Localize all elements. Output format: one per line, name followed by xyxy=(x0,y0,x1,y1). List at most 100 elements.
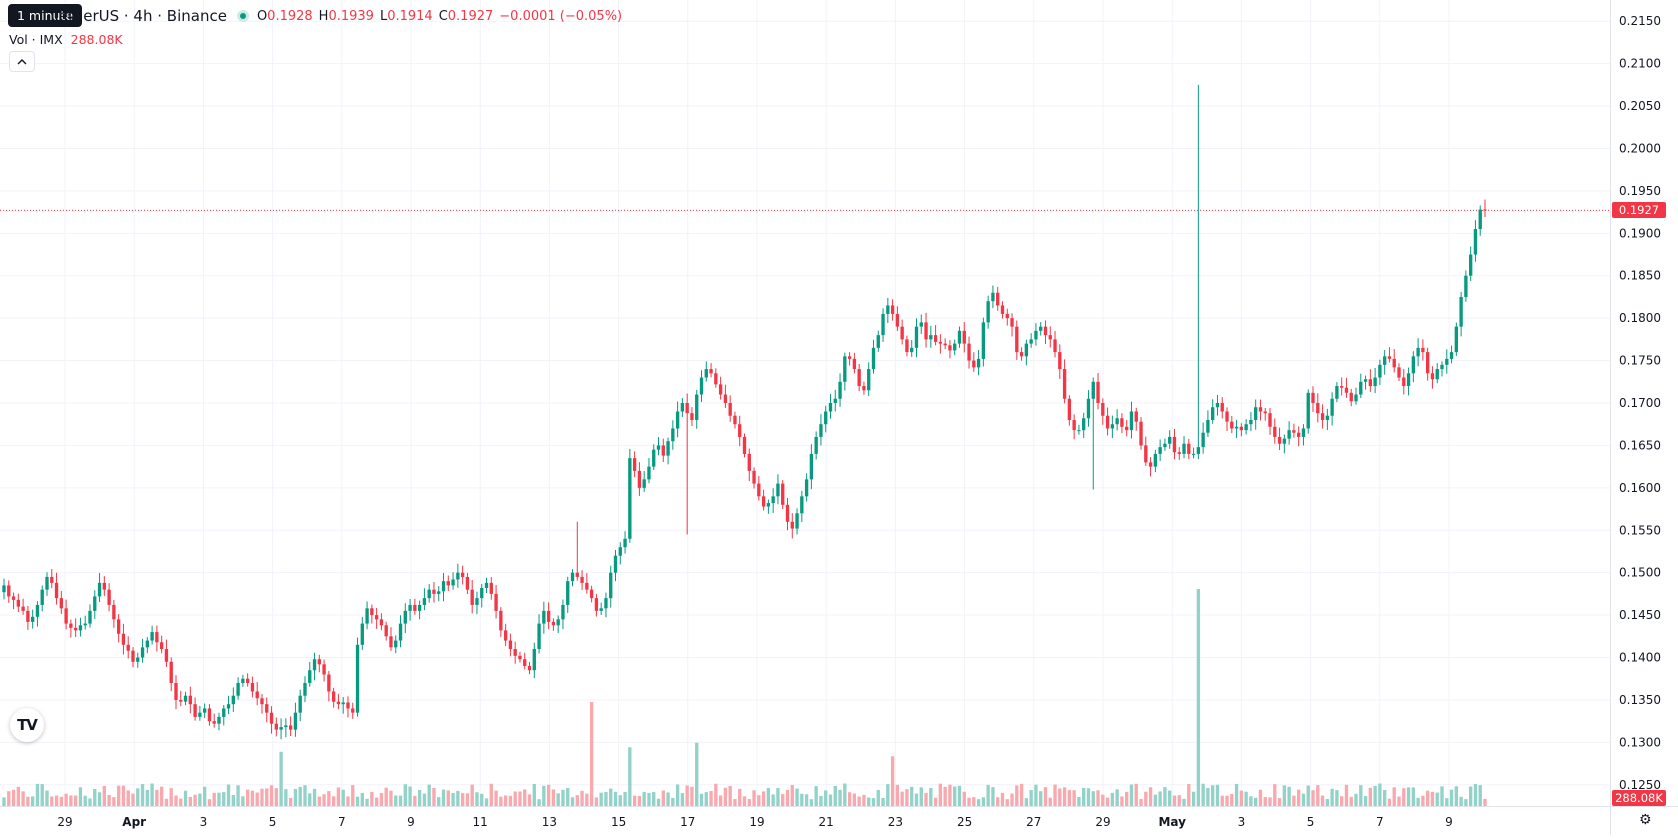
candle-body xyxy=(1301,428,1306,437)
time-tick-label: 9 xyxy=(407,815,415,829)
candle-body xyxy=(704,369,708,378)
candle-body xyxy=(351,708,355,713)
volume-bar xyxy=(1230,793,1234,806)
volume-bar xyxy=(752,790,756,806)
volume-bar xyxy=(7,791,11,806)
tradingview-logo-icon[interactable]: TV xyxy=(10,708,44,742)
volume-bar xyxy=(776,788,780,806)
volume-bar xyxy=(1005,799,1009,806)
candle-body xyxy=(618,547,622,556)
volume-bar xyxy=(738,788,742,806)
candle-body xyxy=(475,598,479,605)
candle-body xyxy=(1062,369,1067,399)
candle-body xyxy=(432,589,436,594)
candle-body xyxy=(675,411,680,429)
candle-body xyxy=(1139,421,1143,446)
time-tick-label: 7 xyxy=(1376,815,1384,829)
candle-body xyxy=(1416,347,1420,357)
volume-bar xyxy=(824,790,828,806)
candle-body xyxy=(637,470,642,488)
candle-body xyxy=(288,725,293,730)
candle-body xyxy=(298,695,302,713)
candle-body xyxy=(370,608,374,616)
candle-body xyxy=(781,483,785,505)
candle-body xyxy=(1019,352,1024,357)
time-tick-label: 23 xyxy=(888,815,903,829)
volume-bar xyxy=(1191,791,1196,806)
candle-body xyxy=(938,341,943,344)
volume-bar xyxy=(1125,791,1129,806)
collapse-legend-button[interactable] xyxy=(9,51,35,72)
candle-body xyxy=(1234,426,1239,429)
candle-body xyxy=(561,604,565,620)
volume-bar xyxy=(303,785,307,806)
candle-body xyxy=(107,589,111,605)
time-tick-label: 29 xyxy=(57,815,72,829)
candle-body xyxy=(546,610,551,622)
volume-bar xyxy=(1239,790,1244,806)
candle-body xyxy=(489,582,493,594)
candle-body xyxy=(365,608,369,624)
volume-bar xyxy=(718,795,723,806)
price-tick-label: 0.1350 xyxy=(1619,693,1661,707)
volume-bar xyxy=(862,794,866,806)
candle-body xyxy=(1220,403,1224,412)
volume-bar xyxy=(145,789,149,806)
candle-body xyxy=(709,369,713,374)
candle-body xyxy=(470,589,474,605)
volume-bar xyxy=(250,790,255,806)
volume-bar xyxy=(661,790,665,806)
time-tick-label: 19 xyxy=(749,815,764,829)
volume-bar xyxy=(1411,787,1416,806)
chart-pane[interactable] xyxy=(0,0,1610,806)
candle-body xyxy=(551,621,556,626)
time-axis[interactable]: 29 Apr 3 5 7 9 11 13 15 17 19 21 23 25 27 29 May 3 5 7 9 xyxy=(0,806,1610,835)
candle-body xyxy=(1292,430,1296,433)
price-axis[interactable]: 0.1250 0.1300 0.1350 0.1400 0.1450 0.1500 0.15… xyxy=(1610,0,1678,806)
candle-body xyxy=(776,483,780,497)
candle-body xyxy=(1454,326,1459,353)
volume-bar xyxy=(886,784,890,806)
volume-bar xyxy=(183,790,188,806)
volume-bar xyxy=(460,793,465,806)
candle-body xyxy=(422,598,427,605)
volume-bar xyxy=(714,783,718,806)
low-value: 0.1914 xyxy=(387,8,433,24)
candle-body xyxy=(862,386,866,391)
volume-bar xyxy=(852,793,857,806)
candlestick-chart[interactable] xyxy=(0,0,1610,806)
candle-body xyxy=(690,413,694,420)
candle-body xyxy=(1325,415,1330,420)
candle-body xyxy=(804,479,809,497)
price-tick-label: 0.1850 xyxy=(1619,269,1661,283)
volume-label[interactable]: Vol · IMX xyxy=(9,32,63,47)
symbol-title[interactable]: TetherUS · 4h · Binance xyxy=(52,7,227,25)
time-tick-label: 3 xyxy=(200,815,208,829)
candle-body xyxy=(456,572,460,580)
volume-bar xyxy=(164,798,169,806)
candle-body xyxy=(384,625,388,637)
volume-bar xyxy=(1120,796,1124,806)
volume-bar xyxy=(1449,789,1454,806)
volume-bar xyxy=(1172,795,1177,806)
volume-bar xyxy=(1373,785,1377,806)
candle-body xyxy=(513,649,517,656)
time-tick-label: 3 xyxy=(1238,815,1246,829)
candle-body xyxy=(389,636,393,648)
volume-bar xyxy=(632,795,637,806)
volume-bar xyxy=(355,796,360,806)
candle-body xyxy=(21,606,25,611)
gear-icon[interactable]: ⚙ xyxy=(1639,812,1652,828)
volume-bar xyxy=(905,789,909,806)
volume-bar xyxy=(279,751,283,806)
candle-body xyxy=(652,449,656,467)
candle-body xyxy=(890,305,895,314)
volume-bar xyxy=(1325,798,1330,806)
candle-body xyxy=(742,436,747,454)
volume-bar xyxy=(675,784,680,806)
volume-bar xyxy=(360,792,364,806)
candle-body xyxy=(771,496,775,504)
candle-body xyxy=(83,623,87,626)
volume-bar xyxy=(976,799,981,806)
candle-body xyxy=(403,610,407,624)
